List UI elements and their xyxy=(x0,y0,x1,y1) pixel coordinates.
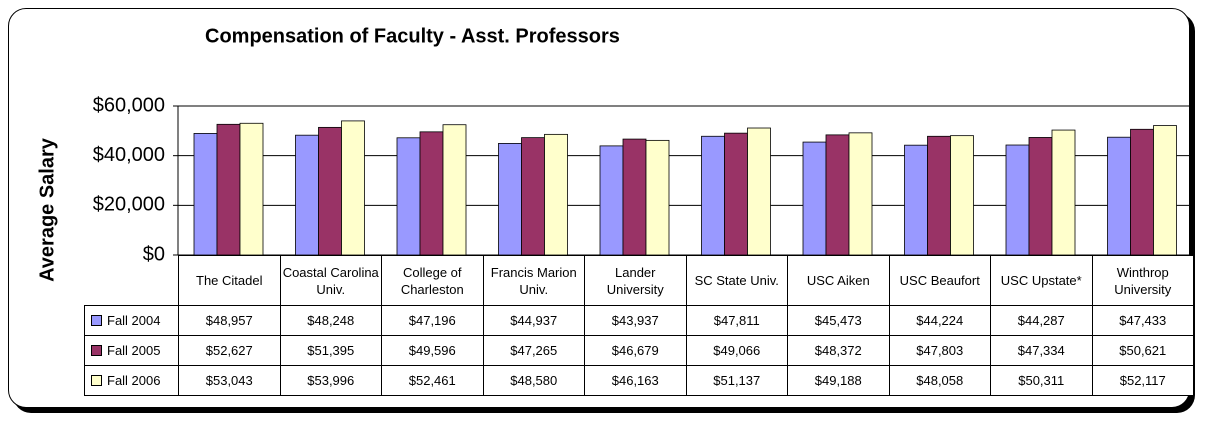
bar xyxy=(341,120,365,256)
bar xyxy=(239,122,264,256)
bar xyxy=(1153,125,1177,256)
bar xyxy=(904,144,928,256)
data-label: $52,117 xyxy=(1091,365,1194,396)
data-label: $53,996 xyxy=(279,365,382,396)
data-label: $47,433 xyxy=(1091,305,1194,336)
legend-entry: Fall 2006 xyxy=(84,365,179,396)
bar xyxy=(1051,129,1076,256)
y-tick-label: $60,000 xyxy=(93,94,165,116)
bar xyxy=(1130,128,1154,256)
bar xyxy=(950,135,974,256)
category-label: USC Aiken xyxy=(787,255,890,306)
bar xyxy=(599,145,624,256)
bar xyxy=(318,126,342,256)
data-label: $49,066 xyxy=(685,335,788,366)
data-label: $47,803 xyxy=(888,335,991,366)
bar xyxy=(1028,137,1053,256)
legend-entry: Fall 2004 xyxy=(84,305,179,336)
data-label: $48,248 xyxy=(279,305,382,336)
data-label: $48,580 xyxy=(482,365,585,396)
bar xyxy=(645,139,670,256)
category-label: Lander University xyxy=(584,255,687,306)
bar xyxy=(848,132,873,256)
bar xyxy=(419,131,444,256)
data-label: $47,196 xyxy=(381,305,484,336)
legend-entry: Fall 2005 xyxy=(84,335,179,366)
data-label: $52,627 xyxy=(178,335,281,366)
bar xyxy=(825,134,850,256)
legend-label: Fall 2004 xyxy=(107,313,161,328)
bar xyxy=(521,137,545,256)
data-label: $50,311 xyxy=(990,365,1093,396)
data-label: $44,287 xyxy=(990,305,1093,336)
data-label: $49,188 xyxy=(787,365,890,396)
y-tick-label: $0 xyxy=(143,243,165,265)
bar xyxy=(498,143,522,256)
data-label: $47,334 xyxy=(990,335,1093,366)
legend-swatch xyxy=(91,375,102,386)
bar xyxy=(544,133,568,256)
bar xyxy=(442,124,467,256)
data-label: $48,372 xyxy=(787,335,890,366)
category-label: College of Charleston xyxy=(381,255,484,306)
data-label: $43,937 xyxy=(584,305,687,336)
data-label: $46,679 xyxy=(584,335,687,366)
bar xyxy=(1005,144,1030,256)
bar xyxy=(216,123,241,256)
data-label: $52,461 xyxy=(381,365,484,396)
y-tick-label: $40,000 xyxy=(93,144,165,166)
data-label: $44,937 xyxy=(482,305,585,336)
data-label: $51,137 xyxy=(685,365,788,396)
bar xyxy=(701,135,725,256)
category-label: The Citadel xyxy=(178,255,281,306)
data-label: $44,224 xyxy=(888,305,991,336)
category-label: Francis Marion Univ. xyxy=(482,255,585,306)
data-label: $47,265 xyxy=(482,335,585,366)
category-label: USC Beaufort xyxy=(888,255,991,306)
data-label: $48,957 xyxy=(178,305,281,336)
data-label: $49,596 xyxy=(381,335,484,366)
data-label: $51,395 xyxy=(279,335,382,366)
bar xyxy=(927,135,951,256)
bar xyxy=(193,133,218,256)
category-label: SC State Univ. xyxy=(685,255,788,306)
bar xyxy=(396,137,421,256)
bar xyxy=(747,127,771,256)
category-label: Winthrop University xyxy=(1091,255,1194,306)
data-label: $48,058 xyxy=(888,365,991,396)
legend-label: Fall 2005 xyxy=(107,343,161,358)
category-label: USC Upstate* xyxy=(990,255,1093,306)
bar xyxy=(802,141,827,256)
data-label: $45,473 xyxy=(787,305,890,336)
chart-title: Compensation of Faculty - Asst. Professo… xyxy=(205,25,620,47)
legend-swatch xyxy=(91,345,102,356)
data-label: $47,811 xyxy=(685,305,788,336)
y-axis-label: Average Salary xyxy=(36,137,58,282)
legend-swatch xyxy=(91,315,102,326)
legend-label: Fall 2006 xyxy=(107,373,161,388)
bar xyxy=(295,134,319,256)
y-tick-label: $20,000 xyxy=(93,194,165,216)
bar xyxy=(724,132,748,256)
bar xyxy=(622,138,647,256)
data-label: $46,163 xyxy=(584,365,687,396)
data-label: $50,621 xyxy=(1091,335,1194,366)
category-label: Coastal Carolina Univ. xyxy=(279,255,382,306)
data-label: $53,043 xyxy=(178,365,281,396)
bar xyxy=(1107,136,1131,256)
